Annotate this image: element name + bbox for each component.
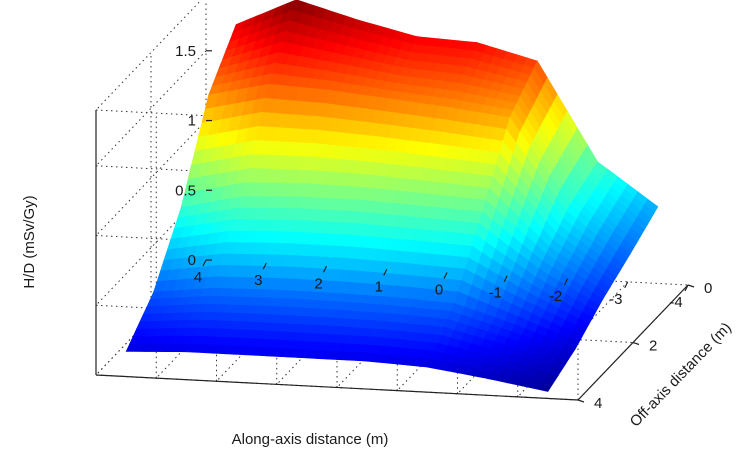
z-tick-label: 0.5 <box>175 182 196 199</box>
x-tick-label: -2 <box>549 288 562 305</box>
x-tick-mark <box>262 262 267 270</box>
x-tick-mark <box>443 272 448 279</box>
grid-sidewall-z <box>95 50 207 167</box>
x-tick-mark <box>383 269 388 276</box>
x-tick-label: -3 <box>609 291 622 308</box>
y-axis-label: Off-axis distance (m) <box>627 319 735 430</box>
y-tick-mark <box>577 399 585 403</box>
x-tick-mark <box>322 265 328 273</box>
x-tick-label: 0 <box>435 282 443 299</box>
x-tick-mark <box>684 284 689 292</box>
x-tick-mark <box>202 259 207 267</box>
y-tick-mark <box>687 284 695 288</box>
x-tick-label: 2 <box>314 275 322 292</box>
x-tick-label: 1 <box>375 278 383 295</box>
surface-plot <box>125 0 659 392</box>
y-tick-label: 0 <box>704 280 712 297</box>
z-tick-label: 1.5 <box>175 43 196 60</box>
z-tick-label: 0 <box>188 252 196 269</box>
y-tick-label: 4 <box>594 395 602 412</box>
z-axis-label: H/D (mSv/Gy) <box>21 195 38 288</box>
y-tick-label: 2 <box>649 338 657 355</box>
x-tick-label: -1 <box>489 285 502 302</box>
x-axis-label: Along-axis distance (m) <box>232 431 389 448</box>
x-axis-line <box>95 374 579 401</box>
z-tick-label: 1 <box>188 113 196 130</box>
surface-patch <box>537 383 552 392</box>
x-tick-mark <box>563 278 569 286</box>
y-tick-mark <box>632 341 640 346</box>
x-tick-label: 4 <box>194 269 202 286</box>
x-tick-mark <box>624 281 629 289</box>
x-tick-mark <box>503 275 508 282</box>
x-tick-label: -4 <box>669 294 682 311</box>
x-tick-label: 3 <box>254 272 262 289</box>
